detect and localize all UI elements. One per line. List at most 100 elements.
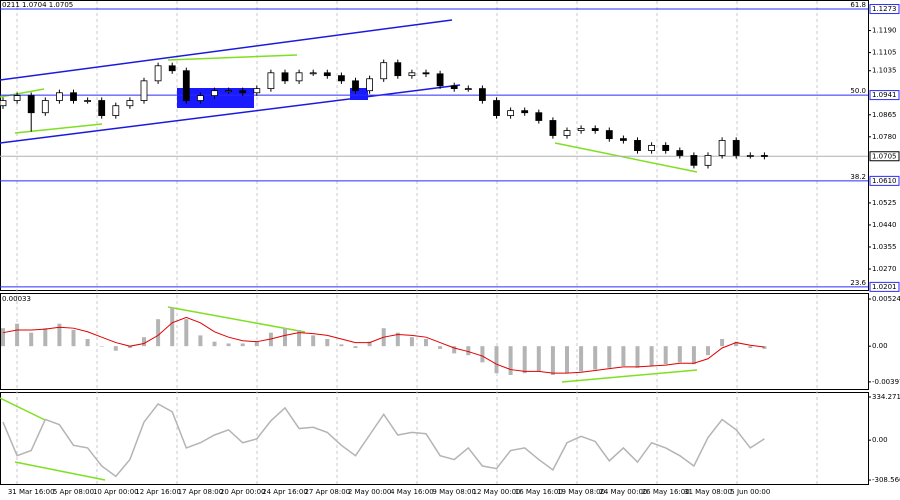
level-price-box (869, 90, 900, 101)
candle-body (168, 65, 176, 72)
candle-body (478, 88, 486, 101)
x-tick-label: 12 Apr 16:00 (135, 488, 181, 496)
current-price-box (869, 151, 900, 162)
macd-bar (565, 346, 569, 374)
candle-body (690, 155, 698, 166)
x-tick-label: 5 Jun 00:00 (730, 488, 770, 496)
macd-bar (170, 307, 175, 347)
macd-bar (409, 337, 414, 347)
x-tick-label: 10 Apr 00:00 (93, 488, 139, 496)
macd-bar (57, 323, 62, 347)
candle-body (295, 72, 303, 82)
candle-body (352, 80, 359, 92)
channel-upper (0, 19, 453, 81)
macd-bar (720, 338, 725, 347)
macd-bar (677, 346, 682, 363)
candle-body (605, 130, 613, 140)
macd-bar (226, 343, 231, 347)
macd-bar (85, 338, 90, 347)
candle-body (140, 80, 148, 101)
candle-body (718, 140, 726, 156)
macd-bar (424, 338, 428, 347)
y-tick-label: 1.0355 (872, 243, 897, 251)
macd-bar (43, 328, 48, 347)
macd-bar (254, 341, 259, 347)
candle-body (662, 144, 670, 151)
candle-body (323, 72, 331, 77)
macd-bar (339, 344, 344, 347)
macd-bar (283, 328, 287, 347)
candle-body (634, 140, 641, 151)
macd-bar (367, 341, 372, 347)
divergence-line (0, 88, 45, 98)
macd-bar (748, 346, 753, 348)
annotations (0, 19, 698, 481)
fib-level-name: 23.6 (850, 279, 866, 287)
divergence-line (167, 306, 306, 333)
level-price-box (869, 175, 900, 186)
x-tick-label: 9 May 08:00 (432, 488, 476, 496)
level-price-label: 1.0201 (872, 283, 897, 291)
y-tick-label: 1.0440 (872, 221, 897, 229)
y-tick-label: 1.0270 (872, 265, 897, 273)
macd-bar (99, 346, 104, 347)
candle-body (648, 144, 655, 151)
candle-body (408, 72, 416, 77)
level-price-box (869, 281, 900, 292)
macd-bar (29, 332, 34, 347)
macd-bar (536, 346, 541, 372)
x-tick-label: 5 Apr 08:00 (53, 488, 94, 496)
macd-bar (480, 346, 485, 363)
macd-bar (198, 335, 203, 347)
macd-bar (663, 346, 668, 365)
x-tick-label: 26 May 16:00 (642, 488, 690, 496)
y-tick-label: 1.0780 (872, 133, 897, 141)
y-tick-label: -0.00397 (872, 378, 900, 386)
macd-bar (649, 346, 654, 366)
candle-body (704, 155, 712, 166)
divergence-line (554, 142, 698, 173)
candle-body (436, 73, 444, 87)
candle-body (267, 72, 275, 90)
macd-bar (635, 346, 640, 368)
candle-body (521, 110, 529, 114)
candle-body (281, 72, 289, 82)
y-tick-label: 1.0865 (872, 111, 897, 119)
divergence-line (14, 123, 103, 134)
divergence-line (14, 461, 106, 481)
macd-bar (15, 323, 20, 347)
macd-bar (494, 346, 499, 374)
candle-body (676, 150, 684, 156)
candle-body (535, 112, 543, 121)
x-tick-label: 27 Apr 08:00 (304, 488, 350, 496)
x-tick-label: 24 May 00:00 (599, 488, 647, 496)
y-tick-label: 1.0525 (872, 199, 897, 207)
candle-body (253, 88, 261, 94)
candle-body (620, 138, 627, 141)
candle-body (13, 95, 21, 101)
level-price-label: 1.0941 (872, 91, 897, 99)
macd-bar (621, 346, 626, 366)
candle-body (309, 72, 317, 75)
cci-line (2, 403, 765, 478)
candle-body (337, 75, 345, 82)
candle-body (577, 128, 585, 131)
macd-bar (71, 329, 76, 347)
macd-bar (156, 319, 161, 347)
macd-bar (311, 335, 316, 347)
candle-body (422, 72, 430, 75)
x-tick-label: 31 May 08:00 (684, 488, 732, 496)
y-tick-label: 0.00 (872, 436, 888, 444)
candle-body (41, 100, 49, 114)
macd-bar (452, 346, 457, 354)
vertical-grid (16, 1, 818, 484)
price-panel-frame (0, 0, 869, 291)
x-tick-label: 4 May 16:00 (390, 488, 434, 496)
candle-body (380, 62, 388, 80)
x-tick-label: 12 May 00:00 (472, 488, 520, 496)
macd-bar (762, 346, 767, 349)
candle-body (450, 85, 458, 90)
candle-body (464, 88, 472, 91)
